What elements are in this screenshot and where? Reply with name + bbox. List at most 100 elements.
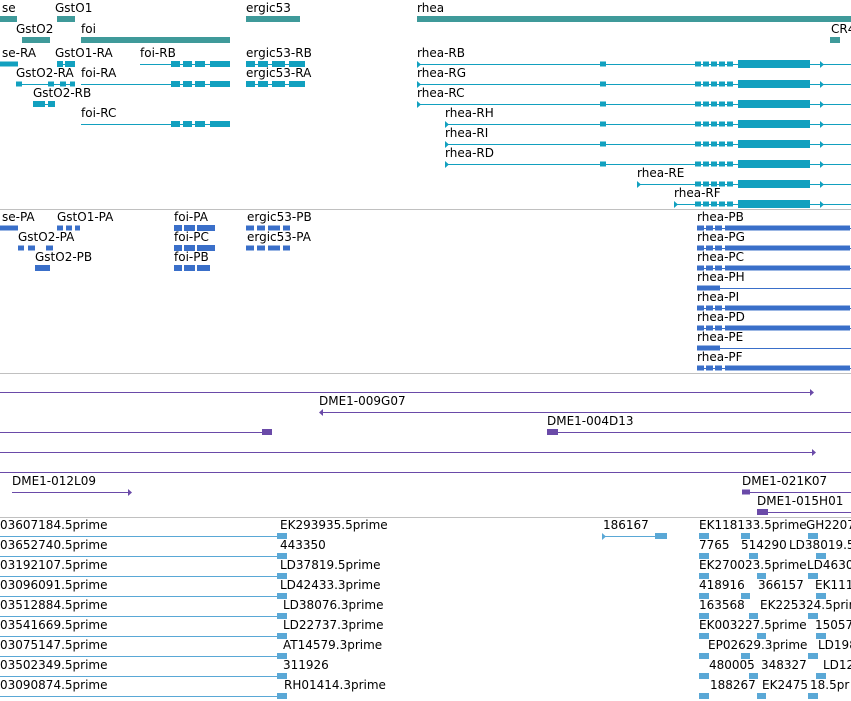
protein-label[interactable]: rhea-PB	[697, 210, 744, 224]
est-label[interactable]: 03192107.5prime	[0, 558, 108, 572]
protein-label[interactable]: rhea-PH	[697, 270, 745, 284]
exon	[174, 245, 182, 251]
est-label[interactable]: EK293935.5prime	[280, 518, 388, 532]
protein-label[interactable]: foi-PB	[174, 250, 209, 264]
clone-label[interactable]: DME1-009G07	[319, 394, 406, 408]
est-label[interactable]: LD38076.3prime	[283, 598, 384, 612]
est-label[interactable]: 188267	[710, 678, 756, 692]
transcript-label[interactable]: rhea-RC	[417, 86, 465, 100]
est-label[interactable]: 03652740.5prime	[0, 538, 108, 552]
transcript-label[interactable]: GstO2-RA	[16, 66, 74, 80]
protein-label[interactable]: GstO2-PB	[35, 250, 93, 264]
transcript-label[interactable]: foi-RA	[81, 66, 117, 80]
est-label[interactable]: AT14579.3prime	[283, 638, 383, 652]
exon	[257, 245, 265, 251]
est-label[interactable]: 03512884.5prime	[0, 598, 108, 612]
protein-label[interactable]: rhea-PE	[697, 330, 744, 344]
est-label[interactable]: LD37819.5prime	[280, 558, 381, 572]
exon	[183, 61, 192, 67]
protein-label[interactable]: ergic53-PB	[247, 210, 312, 224]
est-label[interactable]: 15057	[815, 618, 851, 632]
est-label[interactable]: EK118133.5prime	[699, 518, 807, 532]
est-block	[277, 593, 287, 599]
est-label[interactable]: 514290	[741, 538, 787, 552]
est-label[interactable]: 03502349.5prime	[0, 658, 108, 672]
clone-label[interactable]: DME1-015H01	[757, 494, 844, 508]
protein-label[interactable]: GstO1-PA	[57, 210, 114, 224]
est-label[interactable]: 366157	[758, 578, 804, 592]
transcript-label[interactable]: rhea-RF	[674, 186, 721, 200]
protein-label[interactable]: ergic53-PA	[247, 230, 311, 244]
est-label[interactable]: 443350	[280, 538, 326, 552]
protein-label[interactable]: GstO2-PA	[18, 230, 75, 244]
est-label[interactable]: LD22737.3prime	[283, 618, 384, 632]
exon	[48, 81, 54, 87]
est-label[interactable]: 03541669.5prime	[0, 618, 108, 632]
transcript-label[interactable]: foi-RB	[140, 46, 176, 60]
est-label[interactable]: 03607184.5prime	[0, 518, 108, 532]
est-label[interactable]: 480005	[709, 658, 755, 672]
gene-label[interactable]: GstO1	[55, 1, 93, 15]
transcript-label[interactable]: foi-RC	[81, 106, 117, 120]
est-label[interactable]: 348327	[761, 658, 807, 672]
est-label[interactable]: 03090874.5prime	[0, 678, 108, 692]
est-label[interactable]: EP02629.3prime	[708, 638, 808, 652]
exon	[719, 121, 725, 127]
protein-label[interactable]: rhea-PD	[697, 310, 745, 324]
est-label[interactable]: LD38019.5	[789, 538, 851, 552]
est-label[interactable]: LD42433.3prime	[280, 578, 381, 592]
gene-label[interactable]: GstO2	[16, 22, 54, 36]
transcript-label[interactable]: GstO2-RB	[33, 86, 92, 100]
est-label[interactable]: EK111	[815, 578, 851, 592]
est-label[interactable]: LD12	[823, 658, 851, 672]
transcript-label[interactable]: rhea-RI	[445, 126, 489, 140]
clone-label[interactable]: DME1-004D13	[547, 414, 634, 428]
exon	[706, 305, 713, 311]
transcript-label[interactable]: rhea-RG	[417, 66, 467, 80]
transcript-label[interactable]: rhea-RD	[445, 146, 494, 160]
est-label[interactable]: LD198	[818, 638, 851, 652]
transcript-label[interactable]: se-RA	[2, 46, 37, 60]
exon	[711, 101, 717, 107]
transcript-label[interactable]: rhea-RB	[417, 46, 465, 60]
exon	[715, 225, 722, 231]
protein-label[interactable]: rhea-PI	[697, 290, 740, 304]
est-label[interactable]: 7765	[699, 538, 730, 552]
exon	[711, 161, 717, 167]
est-label[interactable]: EK270023.5prime	[699, 558, 807, 572]
protein-label[interactable]: rhea-PF	[697, 350, 743, 364]
est-label[interactable]: RH01414.3prime	[284, 678, 386, 692]
est-label[interactable]: 03096091.5prime	[0, 578, 108, 592]
est-label[interactable]: 418916	[699, 578, 745, 592]
protein-label[interactable]: rhea-PG	[697, 230, 745, 244]
transcript-label[interactable]: rhea-RE	[637, 166, 685, 180]
est-label[interactable]: 311926	[283, 658, 329, 672]
transcript-label[interactable]: ergic53-RA	[246, 66, 312, 80]
gene-label[interactable]: se	[2, 1, 16, 15]
est-label[interactable]: 163568	[699, 598, 745, 612]
est-label[interactable]: EK225324.5prime	[760, 598, 851, 612]
protein-label[interactable]: rhea-PC	[697, 250, 745, 264]
est-label[interactable]: 18.5pr	[810, 678, 850, 692]
gene-label[interactable]: rhea	[417, 1, 445, 15]
gene-label[interactable]: ergic53	[246, 1, 291, 15]
gene-label[interactable]: foi	[81, 22, 96, 36]
transcript-label[interactable]: ergic53-RB	[246, 46, 312, 60]
est-label[interactable]: 186167	[603, 518, 649, 532]
gene-label[interactable]: CR4	[831, 22, 851, 36]
clone-label[interactable]: DME1-021K07	[742, 474, 828, 488]
clone-label[interactable]: DME1-012L09	[12, 474, 96, 488]
transcript-label[interactable]: rhea-RH	[445, 106, 494, 120]
transcript-label[interactable]: GstO1-RA	[55, 46, 113, 60]
protein-label[interactable]: se-PA	[2, 210, 35, 224]
est-label[interactable]: 03075147.5prime	[0, 638, 108, 652]
est-label[interactable]: GH2207	[806, 518, 851, 532]
protein-label[interactable]: foi-PC	[174, 230, 209, 244]
exon	[706, 365, 713, 371]
est-line	[0, 696, 280, 697]
est-label[interactable]: LD4630	[807, 558, 851, 572]
est-label[interactable]: EK2475	[762, 678, 808, 692]
est-label[interactable]: EK003227.5prime	[699, 618, 807, 632]
protein-label[interactable]: foi-PA	[174, 210, 208, 224]
